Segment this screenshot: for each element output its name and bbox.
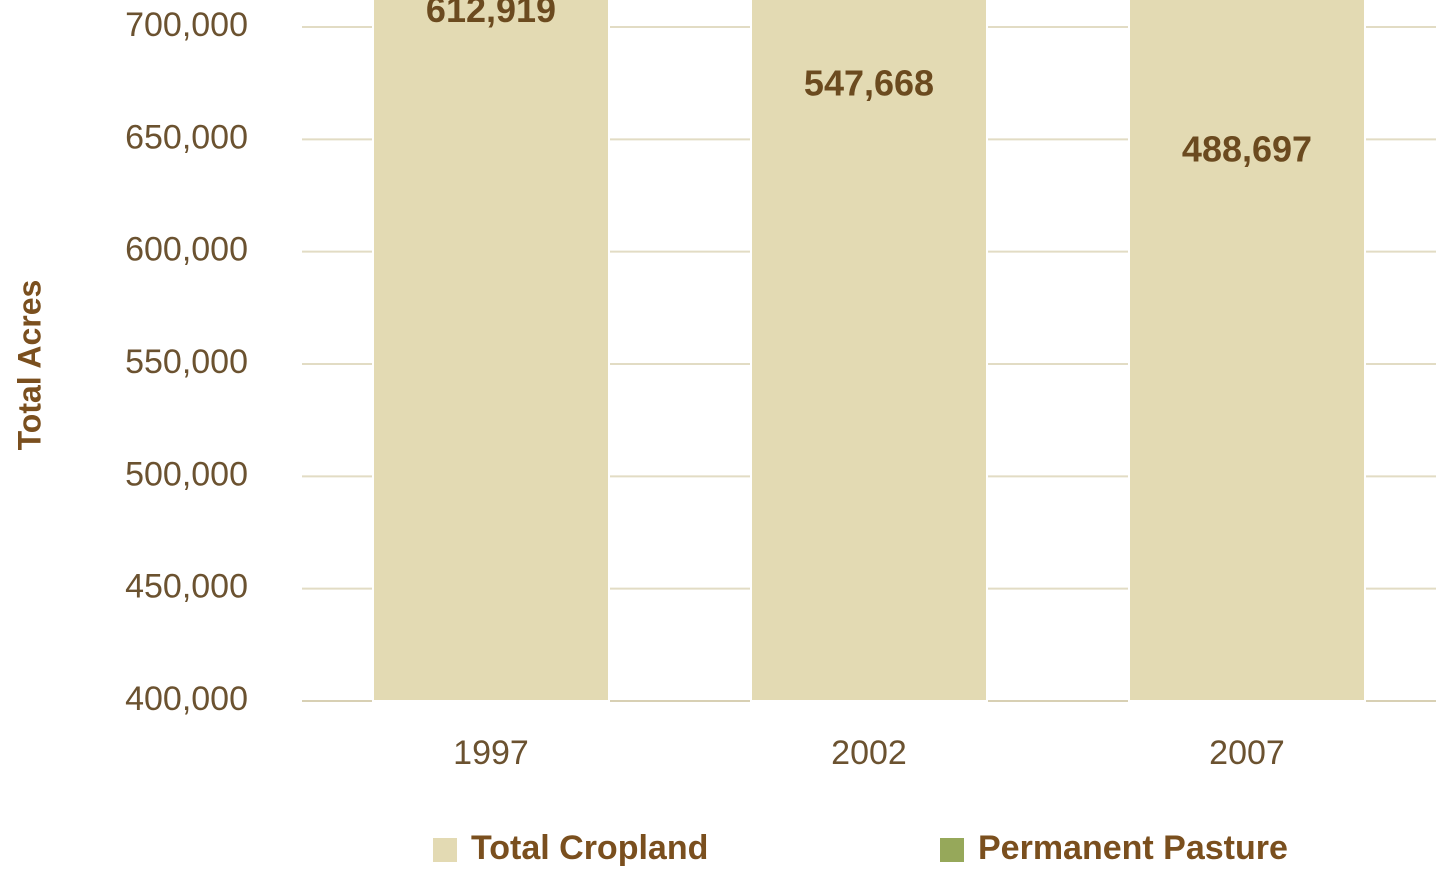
- bar-segment: [750, 0, 988, 703]
- y-tick-label: 600,000: [125, 231, 248, 269]
- y-tick-label: 650,000: [125, 118, 248, 156]
- y-tick-label: 550,000: [125, 343, 248, 381]
- value-label: 547,668: [804, 62, 934, 103]
- y-tick-label: 500,000: [125, 455, 248, 493]
- y-tick-label: 400,000: [125, 680, 248, 718]
- y-tick-label: 700,000: [125, 6, 248, 44]
- y-tick-label: 450,000: [125, 568, 248, 606]
- legend-label: Total Cropland: [471, 829, 708, 867]
- x-tick-label: 2002: [831, 734, 907, 772]
- y-axis-label: Total Acres: [11, 280, 47, 451]
- legend-swatch: [940, 838, 964, 862]
- legend-label: Permanent Pasture: [978, 829, 1288, 867]
- bar-segment: [372, 0, 610, 702]
- value-label: 612,919: [426, 0, 556, 30]
- x-tick-label: 1997: [453, 734, 529, 772]
- value-label: 488,697: [1182, 129, 1312, 170]
- bar-segment: [1128, 0, 1366, 702]
- x-tick-label: 2007: [1209, 734, 1285, 772]
- legend-swatch: [433, 838, 457, 862]
